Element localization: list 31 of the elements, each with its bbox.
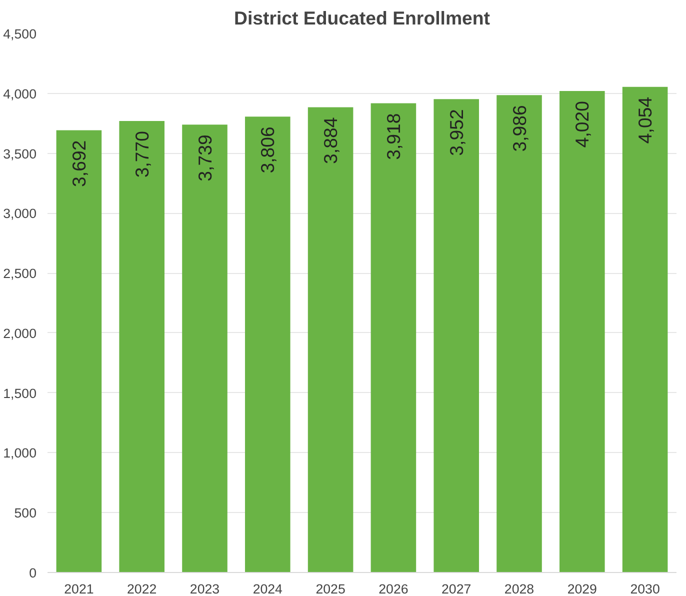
x-tick-label: 2026 xyxy=(378,582,408,596)
y-tick-label: 0 xyxy=(29,566,37,580)
y-tick-label: 1,500 xyxy=(3,386,37,401)
chart-title: District Educated Enrollment xyxy=(234,8,490,28)
y-tick-label: 4,500 xyxy=(3,26,37,42)
data-label: 3,952 xyxy=(446,109,467,156)
data-label: 4,020 xyxy=(572,100,593,148)
y-tick-label: 2,500 xyxy=(3,266,37,282)
x-tick-label: 2021 xyxy=(64,582,94,596)
data-label: 3,986 xyxy=(508,105,530,152)
y-tick-label: 3,500 xyxy=(3,146,37,162)
data-label: 3,884 xyxy=(320,117,342,164)
data-label: 4,054 xyxy=(634,96,656,144)
data-label: 3,692 xyxy=(68,140,90,187)
x-tick-label: 2023 xyxy=(190,582,220,596)
y-tick-label: 4,000 xyxy=(3,86,37,102)
x-tick-label: 2022 xyxy=(127,582,157,596)
x-tick-label: 2030 xyxy=(630,582,660,596)
x-tick-label: 2024 xyxy=(252,582,284,596)
y-tick-label: 1,000 xyxy=(3,446,37,461)
data-label: 3,918 xyxy=(382,113,404,160)
data-label: 3,806 xyxy=(257,126,278,174)
x-tick-label: 2029 xyxy=(567,582,597,596)
y-tick-label: 500 xyxy=(14,506,37,521)
y-tick-label: 2,000 xyxy=(3,326,37,341)
data-label: 3,739 xyxy=(194,134,216,182)
x-tick-label: 2028 xyxy=(504,582,534,596)
data-label: 3,770 xyxy=(131,130,152,178)
x-tick-label: 2027 xyxy=(442,582,472,596)
x-tick-label: 2025 xyxy=(316,582,346,596)
y-tick-label: 3,000 xyxy=(3,206,37,222)
